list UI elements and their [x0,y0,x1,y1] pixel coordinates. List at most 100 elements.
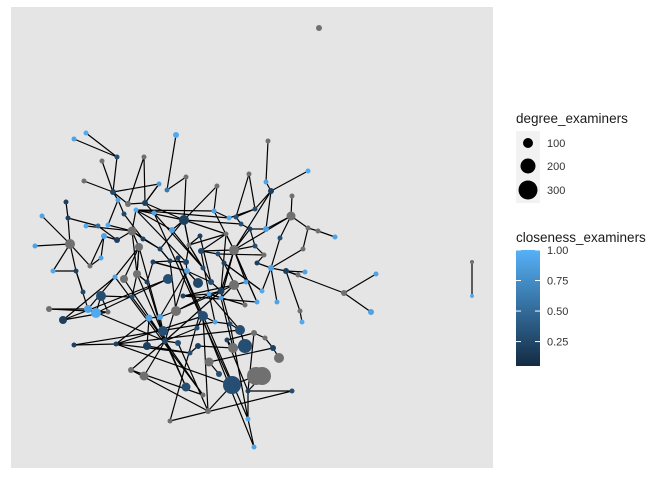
network-edge [152,260,171,263]
colorbar-tick-label: 0.75 [547,276,568,288]
network-node [183,174,189,180]
size-legend-key-300 [518,180,538,200]
network-edge [164,327,198,342]
size-legend-label-200: 200 [547,161,565,173]
network-node [129,294,135,300]
network-node [183,259,189,265]
size-legend: degree_examiners 100 200 300 [516,111,628,203]
size-legend-title: degree_examiners [516,111,628,126]
network-edge [233,190,272,251]
network-node [259,288,265,294]
network-edge [226,332,255,341]
network-edge [233,215,292,251]
network-node [289,193,295,199]
network-edge [143,156,146,204]
network-edge [177,257,255,448]
network-node [65,239,75,249]
network-node [305,225,311,231]
network-node [299,319,305,325]
colorbar-tick-label: 1.00 [547,245,568,257]
network-node [120,275,128,283]
network-node [233,214,239,220]
network-node [114,237,120,243]
network-edge [107,199,119,226]
network-edge [100,235,105,259]
network-node [223,376,241,394]
network-node [135,243,143,251]
network-node [268,265,274,271]
network-node [59,316,67,324]
network-node [246,171,252,177]
network-node [227,321,233,327]
network-edge [213,210,230,219]
network-node [228,343,238,353]
network-edge [285,270,301,312]
network-edge [270,237,281,269]
network-node [253,367,271,385]
colorbar-tick-label: 0.50 [547,306,568,318]
network-node [80,289,86,295]
size-legend-label-300: 300 [547,185,565,197]
network-node [316,25,322,31]
network-edge [85,132,118,158]
network-node [200,265,206,271]
network-edge [343,292,372,313]
network-node [169,227,175,233]
network-node [110,189,116,195]
network-node [187,350,193,356]
edge-layer [34,132,473,448]
network-edge [115,343,191,354]
network-edge [208,293,246,306]
network-node [125,201,131,207]
network-node [105,222,111,228]
network-node [121,211,127,217]
network-edge [166,176,187,191]
network-edge [199,235,212,283]
network-node [268,188,274,194]
network-edge [97,225,118,241]
network-node [197,310,203,316]
network-edge [317,230,336,238]
network-node [262,335,268,341]
network-edge [52,243,71,272]
colorbar [516,250,540,366]
network-edge [249,228,256,247]
network-node [167,258,173,264]
network-node [32,243,38,249]
network-edge [164,290,222,342]
network-node [229,280,239,290]
network-edge [131,230,161,250]
network-edge [101,160,114,193]
network-edge [208,293,241,331]
size-legend-label-100: 100 [547,138,565,150]
network-edge [100,295,133,298]
color-legend-title: closeness_examiners [516,230,646,245]
network-node [81,178,87,184]
network-node [173,132,179,138]
network-edge [131,230,138,275]
network-edge [265,140,269,183]
network-node [195,343,201,349]
network-edge [183,219,227,235]
network-node [142,200,148,206]
network-node [84,305,92,313]
network-edge [115,329,241,345]
network-node [180,293,186,299]
network-node [144,279,150,285]
network-node [140,236,146,242]
network-node [368,309,374,315]
network-edge [144,183,160,204]
network-node [181,382,191,392]
network-node [221,260,227,266]
network-node [216,371,222,377]
network-edge [183,219,242,225]
network-edge [229,323,249,420]
network-edge [166,134,177,191]
network-node [184,268,190,274]
network-edge [247,418,255,448]
network-node [101,233,107,239]
network-node [141,154,147,160]
network-edge [343,273,377,294]
network-node [150,259,156,265]
